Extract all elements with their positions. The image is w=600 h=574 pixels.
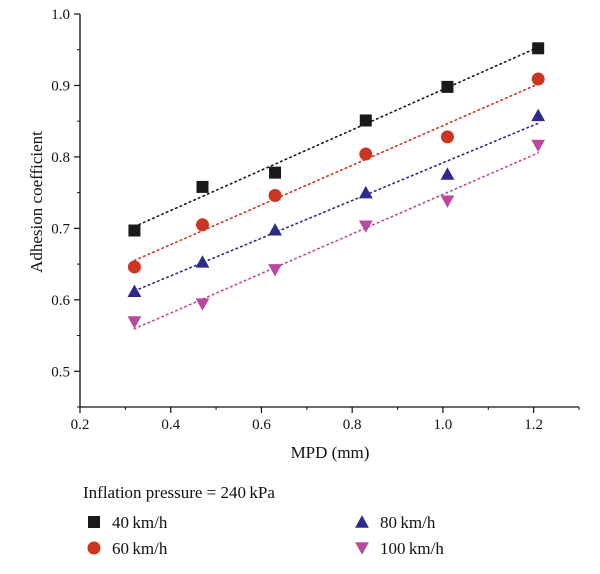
legend-marker-series-2 — [87, 541, 101, 555]
trendlines — [133, 46, 539, 330]
data-point-series-4 — [440, 195, 455, 208]
trendline-series-1 — [133, 46, 539, 228]
legend-label-series-4: 100 km/h — [380, 539, 444, 558]
x-axis-title: MPD (mm) — [291, 443, 370, 462]
trendline-series-3 — [133, 122, 539, 292]
data-point-series-2 — [127, 260, 141, 274]
x-tick-label: 0.8 — [343, 417, 362, 433]
y-tick-label: 1.0 — [51, 7, 70, 23]
legend-title: Inflation pressure = 240 kPa — [83, 483, 275, 502]
data-point-series-3 — [127, 284, 142, 297]
data-point-series-2 — [268, 188, 282, 202]
data-point-series-3 — [531, 108, 546, 122]
x-tick-label: 0.2 — [71, 417, 90, 433]
legend-marker-series-4 — [355, 542, 369, 555]
y-tick-label: 0.8 — [51, 150, 70, 166]
legend: Inflation pressure = 240 kPa 40 km/h 60 k… — [83, 483, 444, 558]
data-point-series-1 — [196, 180, 209, 193]
x-tick-label: 0.4 — [161, 417, 180, 433]
data-point-series-3 — [358, 185, 373, 199]
data-point-series-1 — [441, 80, 454, 93]
data-point-series-4 — [531, 139, 546, 153]
data-point-series-1 — [532, 42, 545, 55]
y-tick-label: 0.5 — [51, 364, 70, 380]
data-point-series-3 — [440, 167, 455, 180]
trendline-series-2 — [133, 83, 539, 262]
data-point-series-1 — [359, 114, 372, 127]
legend-marker-series-1 — [88, 516, 100, 528]
axes: 0.2 0.4 0.6 0.8 1.0 1.2 0.5 0.6 0.7 0.8 0.9 1.0 — [51, 7, 580, 433]
trendline-series-4 — [133, 152, 539, 330]
data-point-series-3 — [195, 255, 210, 268]
data-point-series-1 — [128, 224, 141, 237]
data-point-series-1 — [269, 166, 282, 179]
data-point-series-4 — [268, 264, 282, 277]
y-tick-label: 0.9 — [51, 78, 70, 94]
data-point-series-2 — [195, 218, 209, 232]
y-axis-title: Adhesion coefficient — [27, 131, 46, 273]
data-point-series-4 — [195, 298, 210, 311]
data-point-series-3 — [268, 223, 282, 236]
legend-marker-series-3 — [355, 515, 369, 528]
legend-label-series-3: 80 km/h — [380, 513, 436, 532]
data-points — [127, 42, 546, 329]
x-tick-label: 1.0 — [434, 417, 453, 433]
y-tick-label: 0.7 — [51, 221, 70, 237]
x-tick-label: 1.2 — [524, 417, 543, 433]
data-point-series-2 — [359, 147, 373, 161]
legend-label-series-1: 40 km/h — [112, 513, 168, 532]
y-tick-label: 0.6 — [51, 293, 70, 309]
data-point-series-4 — [358, 220, 373, 233]
x-tick-label: 0.6 — [252, 417, 271, 433]
data-point-series-2 — [531, 72, 545, 86]
data-point-series-2 — [440, 130, 454, 144]
legend-label-series-2: 60 km/h — [112, 539, 168, 558]
data-point-series-4 — [127, 316, 142, 329]
